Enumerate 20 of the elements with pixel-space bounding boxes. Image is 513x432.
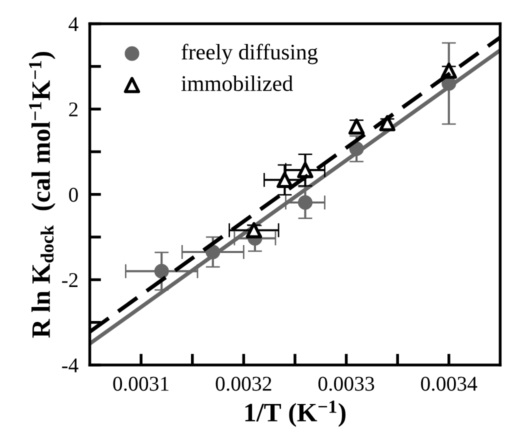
point [206, 244, 220, 260]
y-tick-label: 4 [68, 17, 78, 31]
y-axis-title: R ln K$_{dock}$ (cal mol$^{−1}$K$^{−1}$) [29, 52, 56, 338]
y-tick-label: 0 [69, 188, 78, 202]
legend-label: immobilized [181, 75, 293, 92]
point [154, 264, 169, 278]
y-tick-label: 2 [69, 102, 78, 116]
y-tick-label: -2 [62, 273, 78, 287]
legend-label: freely diffusing [182, 44, 318, 64]
point [298, 195, 313, 210]
x-tick-label: 0.0031 [113, 376, 168, 391]
x-axis-title: 1/T (K$^{−1}$) [245, 400, 346, 427]
y-tick-label: -4 [62, 358, 78, 372]
x-tick-label: 0.0034 [421, 376, 478, 391]
x-tick-label: 0.0033 [318, 376, 374, 391]
point [276, 172, 293, 188]
x-tick-label: 0.0032 [216, 376, 272, 391]
point [246, 222, 262, 238]
point [297, 162, 314, 178]
point [348, 118, 365, 135]
